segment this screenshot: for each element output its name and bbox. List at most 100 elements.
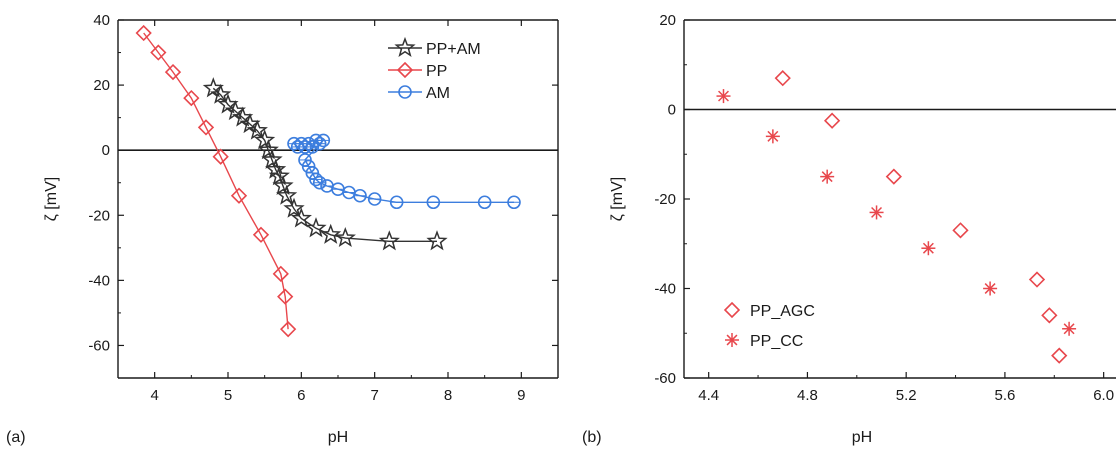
data-point xyxy=(305,217,327,238)
x-ticks: 4 5 6 7 8 9 xyxy=(150,20,526,404)
legend-label: PP xyxy=(426,63,447,80)
data-point xyxy=(1062,321,1077,336)
series-pp-am xyxy=(202,77,448,251)
x-tick-label: 9 xyxy=(517,387,525,404)
y-tick-label: 0 xyxy=(102,142,110,159)
data-point xyxy=(1028,271,1046,288)
data-point xyxy=(272,174,294,196)
data-point xyxy=(212,148,229,165)
data-point xyxy=(316,133,331,148)
data-point xyxy=(885,168,902,185)
legend-entry: PP xyxy=(388,61,447,80)
data-point xyxy=(921,241,936,256)
y-ticks: 40 20 0 -20 -40 -60 xyxy=(88,12,558,354)
data-point xyxy=(290,207,312,228)
data-point xyxy=(426,195,441,210)
x-axis-label: pH xyxy=(328,429,348,446)
legend-entry: PP_CC xyxy=(725,333,803,350)
data-point xyxy=(280,321,297,338)
data-point xyxy=(774,70,791,87)
plot-frame xyxy=(117,19,559,379)
x-ticks: 4.4 4.8 5.2 5.6 6.0 xyxy=(698,372,1114,404)
x-tick-label: 8 xyxy=(444,387,452,404)
data-point xyxy=(342,185,356,200)
data-point xyxy=(331,182,345,197)
y-tick-label: -20 xyxy=(88,207,110,224)
y-tick-label: 20 xyxy=(93,77,110,94)
data-point xyxy=(334,226,356,247)
y-tick-label: -20 xyxy=(654,191,676,208)
data-point xyxy=(276,184,298,205)
data-point-stroke xyxy=(871,206,883,218)
legend-marker xyxy=(725,333,739,347)
data-point-stroke xyxy=(1063,323,1075,335)
data-point xyxy=(257,139,279,160)
y-ticks: 20 0 -20 -40 -60 xyxy=(654,12,690,387)
plot-frame xyxy=(683,19,1116,379)
x-tick-label: 5 xyxy=(224,387,232,404)
data-point-stroke xyxy=(922,242,934,254)
data-point xyxy=(507,195,521,210)
x-tick-label: 7 xyxy=(370,387,378,404)
data-point xyxy=(254,129,276,150)
series-pp-cc xyxy=(716,89,1077,336)
data-point-stroke xyxy=(821,171,833,183)
legend-label: PP_CC xyxy=(750,333,803,350)
data-point xyxy=(210,83,232,104)
x-tick-label: 6 xyxy=(297,387,305,404)
data-point xyxy=(272,265,289,282)
data-point xyxy=(765,129,780,144)
x-tick-label: 4.4 xyxy=(698,387,719,404)
data-point xyxy=(1051,347,1068,364)
data-point xyxy=(164,63,182,81)
x-tick-label: 4 xyxy=(150,387,158,404)
data-point xyxy=(983,281,998,296)
data-point xyxy=(183,89,200,107)
panel-a: 4 5 6 7 8 9 40 20 0 -20 -40 -60 pH ζ [mV] (a) PP+AM PP AM xyxy=(6,12,559,446)
data-point xyxy=(869,205,884,220)
data-point xyxy=(820,169,835,184)
legend-entry: PP+AM xyxy=(388,36,481,58)
data-point xyxy=(378,230,400,251)
series-line xyxy=(212,87,437,243)
y-axis-label: ζ [mV] xyxy=(609,177,626,221)
data-point xyxy=(952,222,969,239)
legend-marker xyxy=(398,85,412,99)
legend-marker-stroke xyxy=(726,334,738,346)
x-tick-label: 5.2 xyxy=(896,387,917,404)
data-point xyxy=(261,148,283,169)
legend-entry: AM xyxy=(388,85,450,102)
legend-label: PP_AGC xyxy=(750,303,815,320)
data-point xyxy=(135,24,152,42)
data-point xyxy=(320,223,342,244)
y-tick-label: -40 xyxy=(654,281,676,298)
data-point xyxy=(283,197,305,218)
panel-label: (a) xyxy=(6,429,26,446)
data-point xyxy=(150,44,167,61)
legend-marker xyxy=(394,36,416,58)
data-point xyxy=(312,136,327,151)
panel-b: 4.4 4.8 5.2 5.6 6.0 20 0 -20 -40 -60 pH ζ [mV] (b) PP… xyxy=(582,12,1116,446)
data-point xyxy=(823,112,841,129)
series-pp xyxy=(135,24,297,338)
y-tick-label: 0 xyxy=(668,102,676,119)
y-tick-label: 20 xyxy=(659,12,676,29)
data-point xyxy=(367,192,382,206)
series-am xyxy=(287,133,521,210)
x-tick-label: 6.0 xyxy=(1093,387,1114,404)
data-point xyxy=(197,119,215,136)
series-pp-agc xyxy=(774,70,1068,364)
legend-marker xyxy=(396,61,414,79)
data-point-stroke xyxy=(984,283,996,294)
series-line xyxy=(143,32,289,330)
data-point xyxy=(353,188,367,203)
y-tick-label: -60 xyxy=(88,337,110,354)
y-tick-label: -40 xyxy=(88,272,110,289)
data-point xyxy=(252,226,270,243)
data-point xyxy=(426,230,448,251)
y-tick-label: 40 xyxy=(93,12,110,29)
data-point-stroke xyxy=(718,90,729,102)
legend-entry: PP_AGC xyxy=(723,301,815,320)
